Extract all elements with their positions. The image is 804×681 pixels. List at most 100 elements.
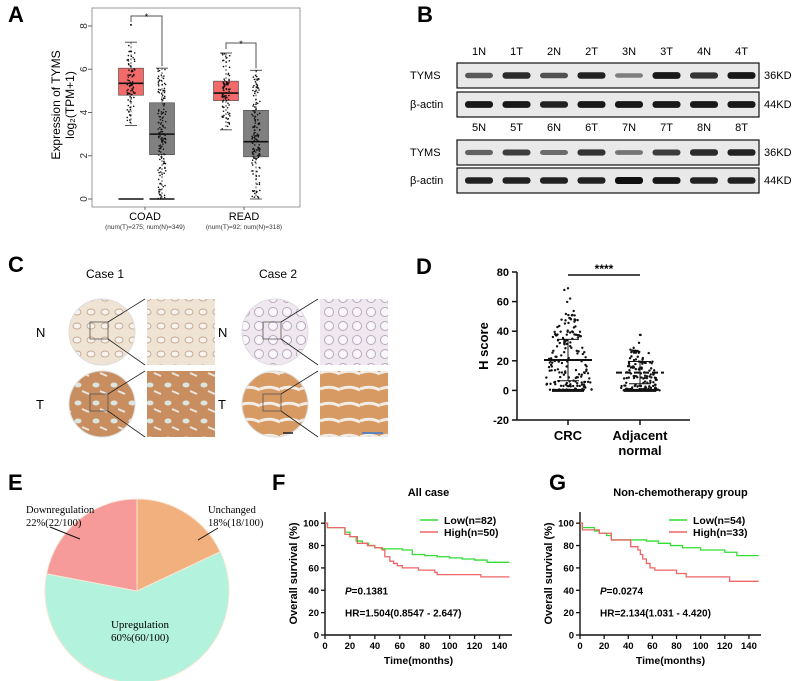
data-point	[581, 346, 584, 349]
data-point	[649, 373, 652, 376]
data-point	[584, 386, 587, 389]
data-point	[559, 330, 562, 333]
x-tick-label: 80	[419, 641, 430, 652]
data-point	[637, 351, 640, 354]
data-point	[221, 115, 223, 118]
data-point	[164, 97, 166, 99]
data-point	[625, 376, 628, 380]
data-point	[642, 377, 645, 380]
x-tick-label: 0	[322, 641, 327, 652]
data-point	[131, 69, 133, 72]
data-point	[253, 149, 256, 151]
y-tick-label: 20	[563, 608, 574, 619]
data-point	[565, 381, 569, 385]
data-point	[222, 89, 225, 92]
data-point	[159, 115, 162, 118]
data-point	[635, 375, 638, 378]
zero-cluster	[624, 388, 656, 392]
protein-band	[502, 72, 531, 79]
x-tick-label: 60	[647, 641, 658, 652]
data-point	[158, 150, 160, 153]
data-point	[157, 110, 160, 112]
x-tick-label: 120	[467, 641, 483, 652]
western-blot: 1N 1T 2N 2T 3N 3T 4N 4T TYMS 36KD β-actin 44KD 5N 5T 6…	[410, 46, 792, 194]
data-point	[649, 386, 653, 390]
data-point	[553, 380, 557, 384]
data-point	[228, 66, 231, 69]
data-point	[228, 112, 231, 115]
x-tick-label: 80	[671, 641, 682, 652]
pie-slice-upregulation	[44, 551, 230, 681]
data-point	[162, 77, 165, 80]
data-point	[161, 83, 164, 86]
data-point	[254, 192, 256, 195]
data-point	[161, 145, 163, 148]
data-point	[160, 121, 163, 124]
data-point	[586, 372, 590, 375]
data-point	[223, 114, 225, 117]
y-tick-label: 8	[79, 23, 90, 29]
x-tick-label: 40	[623, 641, 634, 652]
survival-curve-low	[580, 522, 759, 557]
data-point	[551, 351, 554, 354]
data-point	[226, 82, 229, 85]
data-point	[547, 365, 551, 369]
data-point	[159, 123, 162, 125]
data-point	[554, 355, 557, 358]
protein-band	[465, 101, 493, 108]
data-point	[650, 362, 653, 365]
pie-chart: Unchanged 18%(18/100) Downregulation 22%(22…	[26, 498, 264, 681]
data-point	[158, 171, 160, 174]
data-point	[258, 122, 261, 124]
data-point	[221, 101, 224, 103]
data-point	[254, 157, 256, 159]
y-tick-label: 100	[303, 519, 319, 530]
data-point	[632, 351, 636, 354]
zoom-connector	[280, 410, 319, 438]
normal-box	[243, 110, 269, 158]
zoom-connector	[107, 338, 146, 366]
protein-band	[502, 177, 531, 184]
data-point	[256, 157, 258, 159]
hazard-ratio-text: HR=2.134(1.031 - 4.420)	[600, 609, 711, 620]
data-point	[222, 59, 224, 62]
data-point	[251, 162, 253, 164]
data-point	[252, 94, 255, 97]
data-point	[636, 349, 639, 353]
data-point	[224, 98, 227, 100]
zoom-region-box	[89, 393, 109, 412]
data-point	[253, 150, 256, 152]
data-point	[161, 139, 164, 142]
data-point	[222, 96, 224, 99]
data-point	[222, 65, 225, 68]
protein-band	[690, 177, 718, 184]
data-point	[126, 83, 129, 86]
data-point	[223, 80, 226, 82]
data-point	[164, 127, 166, 129]
data-point	[588, 377, 591, 380]
data-point	[163, 75, 165, 77]
data-point	[127, 79, 129, 81]
data-point	[560, 371, 564, 374]
data-point	[554, 382, 557, 386]
data-point	[159, 193, 162, 196]
data-point	[228, 54, 231, 57]
x-axis-label: Time(months)	[636, 655, 705, 667]
data-point	[256, 113, 259, 116]
data-point	[128, 69, 130, 71]
data-point	[560, 354, 563, 357]
data-point	[571, 384, 575, 388]
data-point	[164, 169, 167, 172]
data-point	[163, 87, 166, 90]
data-point	[157, 84, 160, 87]
data-point	[228, 123, 231, 125]
data-point	[255, 101, 258, 104]
data-point	[253, 136, 256, 139]
data-point	[164, 90, 166, 92]
data-point	[157, 81, 160, 83]
y-tick-label: 80	[497, 267, 509, 279]
data-point	[228, 90, 230, 92]
data-point	[570, 314, 574, 317]
tissue-core-image	[68, 298, 136, 366]
data-point	[658, 389, 661, 392]
